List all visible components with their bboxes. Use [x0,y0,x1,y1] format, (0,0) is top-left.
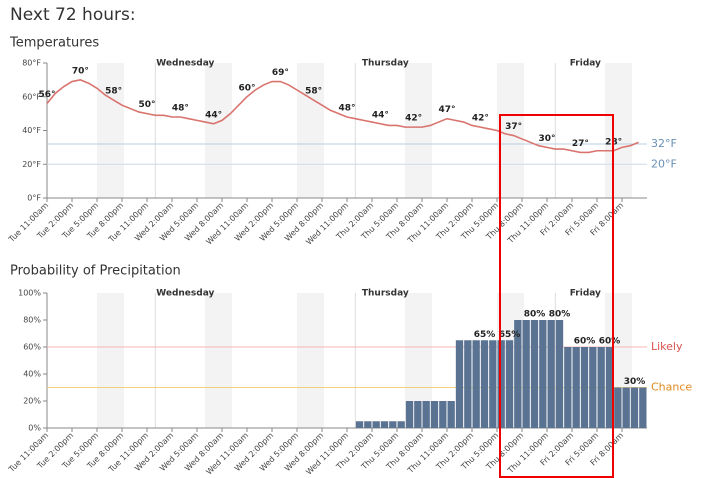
y-tick-label: 80°F [22,59,41,68]
bar [530,320,539,428]
bar [547,320,555,428]
bar [397,421,405,428]
bar [355,421,364,428]
value-label: 70° [72,66,89,76]
bar [614,387,622,428]
bar [630,387,639,428]
bar [522,320,530,428]
day-label: Wednesday [156,59,214,69]
bar [555,320,564,428]
day-label: Thursday [362,59,409,69]
value-label: 42° [472,114,489,124]
bar [430,401,439,428]
bar [472,340,480,428]
bar [589,347,597,428]
night-band [205,63,232,198]
night-band [297,293,324,428]
bar [372,421,380,428]
night-band [97,293,124,428]
value-label: 65% [474,330,496,340]
temperature-line [46,79,639,154]
bar [539,320,547,428]
bar [514,320,522,428]
y-tick-label: 20°F [22,160,41,169]
bar [439,401,447,428]
value-label: 58° [305,87,322,97]
bar [364,421,372,428]
day-label: Wednesday [156,289,214,299]
bar [564,347,572,428]
value-label: 48° [338,104,355,114]
bar [580,347,589,428]
bar [480,340,489,428]
highlight-box [499,114,614,478]
value-label: 44° [205,110,222,120]
reference-label: 32°F [651,137,677,150]
value-label: 80% [524,310,546,320]
value-label: 47° [438,105,455,115]
bar [605,347,614,428]
bar [489,340,497,428]
night-band [205,293,232,428]
bar [414,401,422,428]
value-label: 60% [599,337,621,347]
value-label: 60% [574,337,596,347]
value-label: 30% [624,377,646,387]
night-band [497,63,524,198]
reference-label: Likely [651,340,683,353]
value-label: 42° [405,114,422,124]
value-label: 60° [238,83,255,93]
chart-title: Probability of Precipitation [10,264,181,279]
bar [597,347,605,428]
bar [405,401,414,428]
bar [464,340,472,428]
day-label: Thursday [362,289,409,299]
value-label: 65% [499,330,521,340]
bar [572,347,580,428]
y-tick-label: 80% [23,316,41,325]
reference-label: Chance [651,381,692,394]
day-label: Friday [570,59,601,69]
y-tick-label: 0% [28,424,41,433]
value-label: 80% [549,310,571,320]
y-tick-label: 60°F [22,92,41,101]
value-label: 27° [572,139,589,149]
night-band [405,63,432,198]
value-label: 56° [38,90,55,100]
bar [380,421,389,428]
value-label: 30° [538,134,555,144]
night-band [97,63,124,198]
bar [639,387,647,428]
bar [447,401,455,428]
bar [497,340,505,428]
value-label: 37° [505,122,522,132]
value-label: 69° [272,68,289,78]
y-tick-label: 100% [18,289,41,298]
bar [422,401,430,428]
bar [505,340,514,428]
page-title: Next 72 hours: [10,5,136,25]
value-label: 48° [172,104,189,114]
bar [455,340,464,428]
night-band [297,63,324,198]
y-tick-label: 20% [23,397,41,406]
night-band [605,63,632,198]
day-label: Friday [570,289,601,299]
value-label: 50° [138,100,155,110]
bar [389,421,397,428]
reference-label: 20°F [651,157,677,170]
y-tick-label: 40% [23,370,41,379]
y-tick-label: 40°F [22,126,41,135]
value-label: 58° [105,87,122,97]
y-tick-label: 60% [23,343,41,352]
chart-title: Temperatures [9,36,99,51]
value-label: 44° [372,110,389,120]
y-tick-label: 0°F [27,194,41,203]
bar [622,387,630,428]
